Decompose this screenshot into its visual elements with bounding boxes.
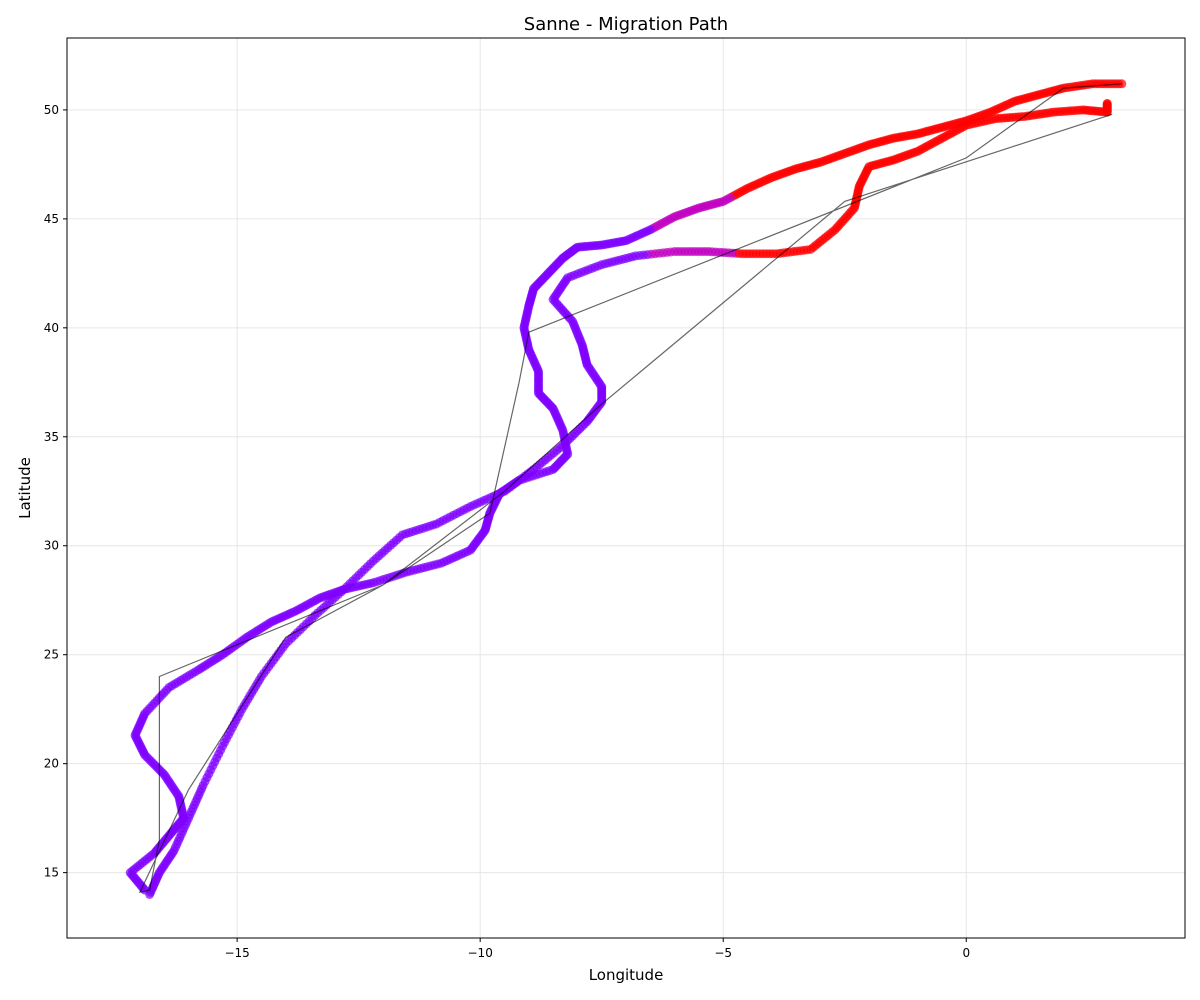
y-tick-label: 50 xyxy=(44,103,59,117)
chart-title: Sanne - Migration Path xyxy=(524,14,728,35)
y-tick-label: 20 xyxy=(44,757,59,771)
x-tick-label: 0 xyxy=(962,946,970,960)
y-tick-label: 40 xyxy=(44,321,59,335)
y-tick-label: 15 xyxy=(44,866,59,880)
x-axis-label: Longitude xyxy=(589,966,664,984)
connecting-line-layer xyxy=(138,83,1122,894)
x-tick-label: −15 xyxy=(224,946,249,960)
grid-layer xyxy=(67,38,1185,938)
x-tick-label: −10 xyxy=(468,946,493,960)
plot-frame xyxy=(66,37,1186,939)
data-layer xyxy=(125,79,1127,899)
y-tick-label: 45 xyxy=(44,212,59,226)
track-point xyxy=(1102,98,1112,108)
tick-layer: −15 −10 −5 0 15 20 25 30 35 40 45 50 xyxy=(44,103,970,960)
connecting-line xyxy=(138,83,1122,894)
y-tick-label: 35 xyxy=(44,430,59,444)
y-axis-label: Latitude xyxy=(16,457,34,519)
y-tick-label: 25 xyxy=(44,648,59,662)
y-tick-label: 30 xyxy=(44,539,59,553)
x-tick-label: −5 xyxy=(714,946,732,960)
